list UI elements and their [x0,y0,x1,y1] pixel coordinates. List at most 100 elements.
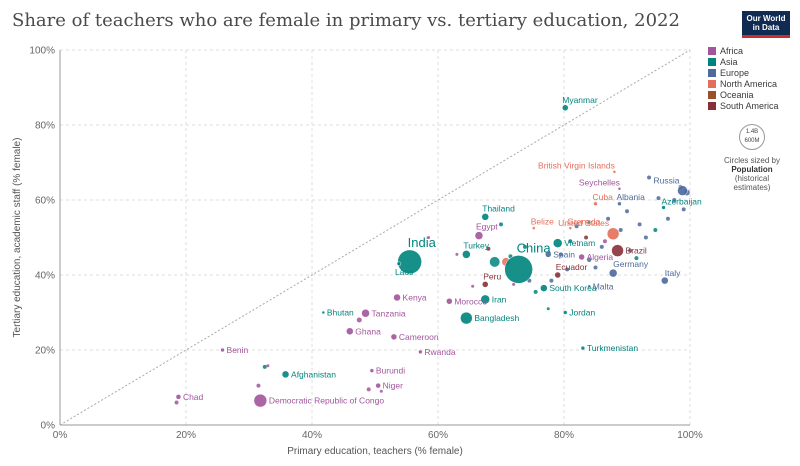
data-point [499,222,503,227]
point-label: Kenya [403,293,427,303]
x-tick-label: 80% [554,430,574,441]
legend-label: South America [720,101,779,111]
point-label: Democratic Republic of Congo [269,396,385,406]
point-label: United States [558,218,609,228]
data-point [522,244,527,249]
data-point [397,249,422,275]
x-tick-label: 100% [677,430,703,441]
data-point [606,216,611,221]
data-point [418,349,423,355]
legend-swatch [708,91,716,99]
data-point [643,235,648,240]
point-label: British Virgin Islands [538,160,615,170]
point-label: Bhutan [327,308,354,318]
legend-swatch [708,80,716,88]
data-point [549,278,554,283]
data-point [587,258,592,262]
data-point [346,327,354,335]
point-label: Germany [613,259,649,269]
data-point [375,382,381,389]
data-point [580,345,586,351]
data-point [460,311,473,325]
owid-logo[interactable]: Our World in Data [742,11,790,38]
data-point [545,251,552,258]
data-point [504,255,533,284]
size-note-4: estimates) [733,183,771,192]
legend-swatch [708,58,716,66]
data-point [611,244,624,257]
data-point [540,284,548,292]
data-point [661,276,669,285]
point-label: Belize [531,217,554,227]
point-label: Benin [227,345,249,355]
point-label: Chad [183,392,204,402]
data-point [356,317,362,323]
point-label: India [408,235,437,250]
point-label: Albania [616,192,645,202]
data-point [489,256,500,267]
y-tick-label: 40% [35,271,55,282]
size-circle-icon: 1.4B 600M [739,124,765,150]
data-point [618,228,623,232]
data-point [628,248,633,253]
data-point [681,207,686,212]
point-label: Algeria [587,252,614,262]
size-small-label: 600M [744,138,760,144]
point-label: Azerbaijan [662,197,702,207]
data-point [563,310,568,315]
point-label: Bangladesh [474,313,519,323]
data-point [455,252,459,256]
legend-item-south-america[interactable]: South America [708,101,798,112]
y-tick-label: 0% [41,421,56,432]
data-point [612,170,617,174]
data-point [587,221,591,224]
data-point [471,284,475,288]
data-point [396,261,402,266]
data-point [486,246,491,251]
data-point [574,224,579,229]
legend-item-oceania[interactable]: Oceania [708,90,798,101]
size-note-3: (historical [734,174,770,183]
point-label: Malta [593,281,614,291]
data-point [587,284,591,288]
data-point [599,244,604,249]
data-point [546,307,550,311]
data-point [578,253,585,261]
data-point [554,271,561,279]
point-label: Turkmenistan [587,343,638,353]
data-point [366,387,371,392]
data-point [672,198,677,202]
data-point [593,265,598,270]
data-point [568,239,573,244]
data-point [625,209,629,214]
legend-item-africa[interactable]: Africa [708,46,798,57]
data-point [482,281,489,288]
legend-item-europe[interactable]: Europe [708,68,798,79]
data-point [480,294,490,305]
legend-item-asia[interactable]: Asia [708,57,798,68]
data-point [262,364,267,369]
data-point [558,252,563,257]
x-tick-label: 0% [53,430,68,441]
point-label: Iran [492,294,507,304]
point-label: Tanzania [372,308,406,318]
data-point [617,187,622,191]
data-point [552,238,563,248]
data-point [634,256,639,261]
data-point [361,309,370,318]
x-tick-label: 20% [176,430,196,441]
data-point [661,205,666,210]
data-point [446,298,453,305]
point-label: Niger [383,381,403,391]
point-label: Ecuador [556,262,588,272]
point-label: Rwanda [424,347,455,357]
y-axis-label: Tertiary education, academic staff (% fe… [12,138,23,338]
legend-label: Asia [720,57,738,67]
logo-line-2: in Data [752,23,780,32]
legend-item-north-america[interactable]: North America [708,79,798,90]
data-point [390,333,398,341]
data-point [606,227,620,240]
data-point [665,216,670,221]
point-label: Ghana [355,326,381,336]
